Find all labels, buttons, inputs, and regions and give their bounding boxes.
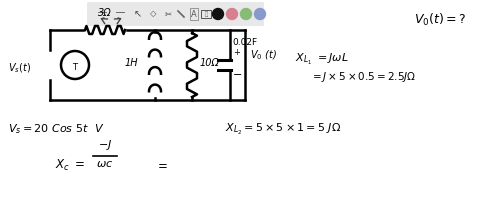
Text: −: − — [233, 70, 242, 80]
Text: $\omega c$: $\omega c$ — [96, 159, 114, 169]
Text: 1H: 1H — [124, 58, 138, 68]
Text: $V_0$ (t): $V_0$ (t) — [250, 48, 277, 62]
Text: $V_s = 20\ Cos\ 5t\ \ V$: $V_s = 20\ Cos\ 5t\ \ V$ — [8, 122, 104, 136]
Text: ◇: ◇ — [150, 9, 156, 18]
Text: A: A — [191, 9, 197, 18]
Text: 10Ω: 10Ω — [200, 58, 220, 68]
Text: T: T — [72, 63, 77, 71]
Circle shape — [213, 8, 224, 20]
Text: ⛰: ⛰ — [204, 11, 208, 17]
Text: $X_{L_2} = 5\times5\times1 = 5\ J\Omega$: $X_{L_2} = 5\times5\times1 = 5\ J\Omega$ — [225, 122, 341, 137]
FancyBboxPatch shape — [87, 2, 264, 26]
Circle shape — [240, 8, 252, 20]
Text: $X_{L_1}\ =J\omega L$: $X_{L_1}\ =J\omega L$ — [295, 52, 349, 67]
Text: 0.02F: 0.02F — [232, 38, 257, 47]
Text: $V_0(t) = ?$: $V_0(t) = ?$ — [414, 12, 466, 28]
Text: ↖: ↖ — [134, 9, 142, 19]
Text: $-J$: $-J$ — [98, 138, 112, 152]
Text: 3Ω: 3Ω — [98, 8, 112, 18]
Circle shape — [254, 8, 265, 20]
Text: $V_s(t)$: $V_s(t)$ — [8, 61, 31, 75]
Text: ✂: ✂ — [165, 9, 171, 18]
Text: +: + — [233, 48, 240, 57]
Circle shape — [227, 8, 238, 20]
Text: $=$: $=$ — [155, 158, 168, 171]
Text: $= J\times5\times0.5 = 2.5J\Omega$: $= J\times5\times0.5 = 2.5J\Omega$ — [310, 70, 416, 84]
Text: $X_c\ =\ $: $X_c\ =\ $ — [55, 158, 85, 173]
